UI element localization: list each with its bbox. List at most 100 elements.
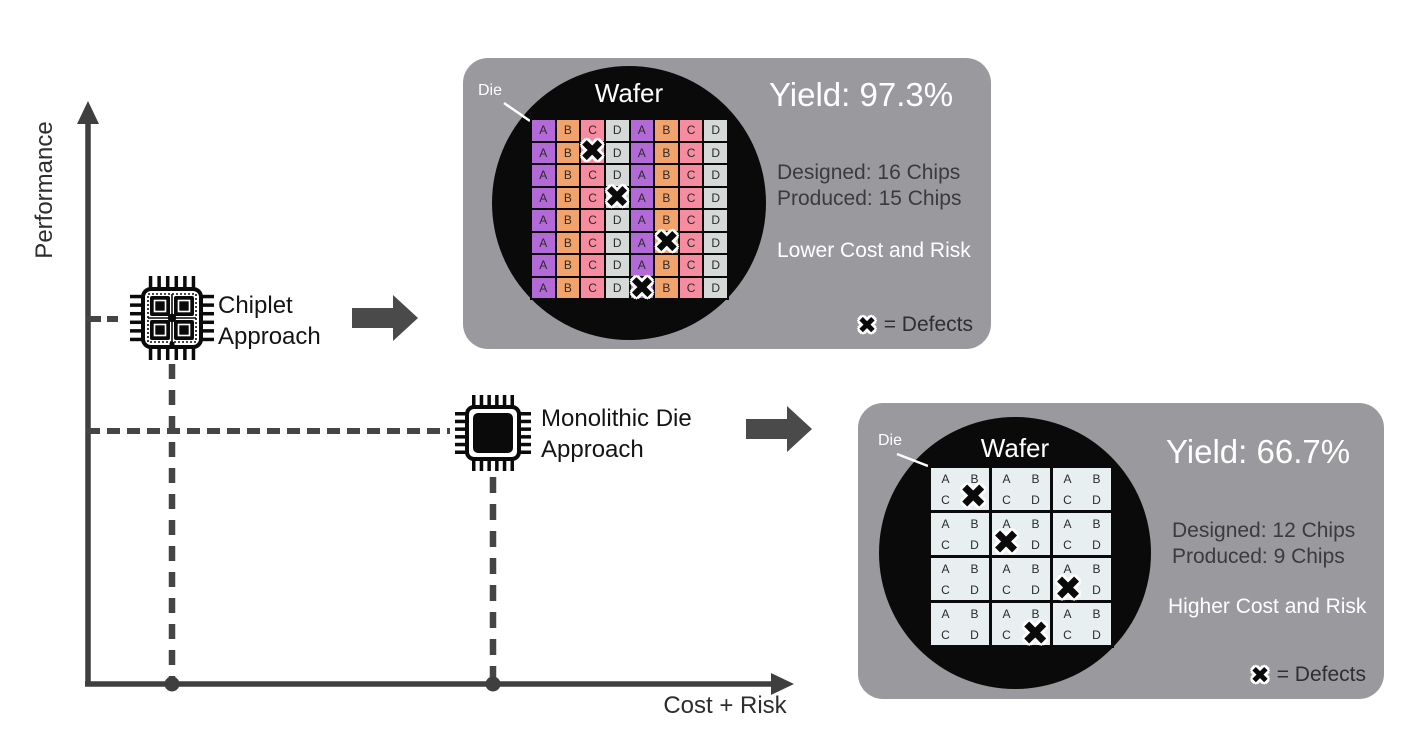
wafer-die-cell: C (679, 120, 703, 141)
defect-mark: ✖ (629, 271, 655, 305)
monolithic-die: A B C D (1053, 513, 1111, 555)
monolithic-die: A B C D (1053, 468, 1111, 510)
chiplet-axis-dot (164, 676, 180, 692)
wafer-die-cell: B (556, 187, 580, 208)
die-quadrant-label: C (1063, 492, 1072, 507)
cost-risk-note: Lower Cost and Risk (777, 239, 971, 262)
wafer-title: Wafer (594, 78, 664, 108)
die-label: Die (478, 82, 503, 99)
die-quadrant-label: D (970, 492, 979, 507)
yield-value: Yield: 97.3% (769, 76, 954, 113)
designed-count: Designed: 12 Chips (1172, 519, 1356, 542)
defects-legend: ✖ = Defects (857, 313, 973, 337)
wafer-die-cell: C (581, 120, 604, 141)
die-quadrant-label: D (1031, 537, 1040, 552)
wafer-die-cell: B (556, 232, 580, 253)
x-axis-label: Cost + Risk (663, 692, 787, 719)
monolithic-flow-arrow-icon (746, 406, 812, 452)
die-quadrant-label: D (1031, 627, 1040, 642)
defect-mark: ✖ (654, 226, 680, 260)
wafer-die-cell: C (581, 210, 604, 231)
wafer-die-cell: C (581, 277, 604, 298)
wafer-die-cell: D (704, 187, 727, 208)
approach-label-line: Chiplet (218, 292, 293, 319)
wafer-die-cell: C (679, 187, 703, 208)
defects-legend-label: = Defects (1276, 663, 1366, 686)
defect-mark: ✖ (992, 523, 1020, 561)
monolithic-wafer-grid: A B C D A B C D A B C D A B C D A B C D A B C D A B C D A B C D A B C D A B C D… (928, 465, 1114, 650)
die-quadrant-label: D (1031, 492, 1040, 507)
wafer-die-cell: C (679, 210, 703, 231)
die-quadrant-label: B (970, 606, 979, 621)
die-quadrant-label: C (941, 537, 950, 552)
wafer-die-cell: A (532, 142, 555, 163)
chiplet-inner-dies (147, 293, 197, 347)
die-quadrant-label: D (1031, 582, 1040, 597)
wafer-die-cell: B (556, 210, 580, 231)
die-quadrant-label: C (1002, 492, 1011, 507)
x-axis-arrowhead-icon (771, 673, 794, 695)
approach-label-line: Approach (541, 436, 644, 463)
die-quadrant-label: C (1002, 582, 1011, 597)
monolithic-result-panel: Wafer Die A B C D A B C D A B C D A B C D A B C D A B C D A B C D A B… (858, 403, 1384, 699)
wafer-die-cell: D (605, 165, 629, 186)
wafer-die-cell: C (679, 277, 703, 298)
wafer-die-cell: A (630, 142, 654, 163)
monolithic-die: A B C D (992, 558, 1050, 600)
defects-legend-label: = Defects (883, 313, 973, 336)
wafer-die-cell: B (556, 142, 580, 163)
wafer-die-cell: B (655, 277, 678, 298)
die-quadrant-label: A (1002, 606, 1011, 621)
wafer-die-cell: D (605, 120, 629, 141)
die-quadrant-label: D (1092, 582, 1101, 597)
wafer-die-cell: D (605, 187, 629, 208)
die-quadrant-label: C (1002, 537, 1011, 552)
wafer-die-cell: A (630, 120, 654, 141)
monolithic-chip-icon (455, 395, 531, 471)
wafer-die-cell: A (532, 255, 555, 276)
chiplet-chip-icon (130, 276, 214, 360)
wafer-die-cell: B (556, 165, 580, 186)
y-axis-label: Performance (31, 121, 58, 258)
die-quadrant-label: D (1092, 537, 1101, 552)
wafer-die-cell: B (655, 210, 678, 231)
die-quadrant-label: D (1092, 627, 1101, 642)
monolithic-die: A B C D (1053, 603, 1111, 645)
die-quadrant-label: B (1092, 561, 1101, 576)
die-quadrant-label: B (1031, 471, 1040, 486)
wafer-die-cell: D (704, 210, 727, 231)
die-quadrant-label: A (1063, 471, 1072, 486)
wafer-die-cell: B (556, 120, 580, 141)
die-label: Die (878, 432, 903, 449)
die-quadrant-label: C (1063, 537, 1072, 552)
wafer-die-cell: B (556, 255, 580, 276)
die-quadrant-label: B (970, 561, 979, 576)
approach-label-line: Monolithic Die (541, 405, 692, 432)
die-quadrant-label: B (1031, 561, 1040, 576)
chip-stats: Designed: 16 Chips Produced: 15 Chips (777, 160, 961, 212)
wafer-die-cell: D (605, 210, 629, 231)
die-quadrant-label: A (941, 561, 950, 576)
die-quadrant-label: A (1002, 561, 1011, 576)
die-quadrant-label: A (1002, 516, 1011, 531)
die-quadrant-label: A (941, 471, 950, 486)
die-quadrant-label: A (1063, 561, 1072, 576)
monolithic-die: A B C D (992, 468, 1050, 510)
wafer-die-cell: C (679, 165, 703, 186)
chiplet-approach-label: Chiplet Approach (218, 290, 321, 352)
wafer-die-cell: C (581, 187, 604, 208)
defects-legend: ✖ = Defects (1250, 663, 1366, 687)
wafer-die-cell: D (605, 142, 629, 163)
wafer-die-cell: C (679, 142, 703, 163)
defect-mark: ✖ (604, 180, 630, 214)
monolithic-die: A B C D (992, 603, 1050, 645)
wafer-die-cell: A (532, 210, 555, 231)
die-quadrant-label: C (1002, 627, 1011, 642)
wafer-die-cell: A (630, 277, 654, 298)
die-quadrant-label: B (1092, 516, 1101, 531)
defect-mark: ✖ (1054, 569, 1082, 607)
die-quadrant-label: A (1063, 606, 1072, 621)
monolithic-die: A B C D (931, 558, 989, 600)
